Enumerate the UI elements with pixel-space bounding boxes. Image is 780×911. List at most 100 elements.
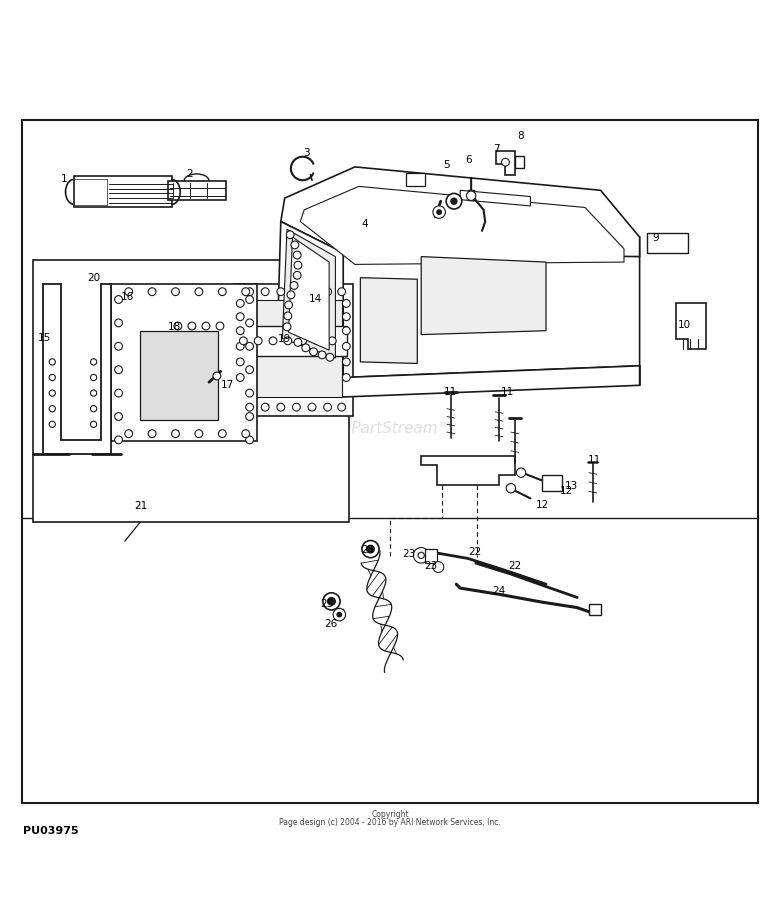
Circle shape [437, 210, 441, 214]
Text: 13: 13 [566, 481, 578, 491]
Circle shape [246, 436, 254, 444]
Circle shape [188, 322, 196, 330]
Polygon shape [406, 173, 425, 187]
Text: 20: 20 [87, 273, 100, 283]
Polygon shape [140, 331, 218, 420]
Circle shape [502, 159, 509, 166]
Text: 11: 11 [588, 456, 601, 466]
Polygon shape [277, 354, 640, 397]
Text: 14: 14 [309, 294, 321, 304]
Circle shape [213, 372, 221, 380]
Circle shape [323, 593, 340, 610]
Circle shape [342, 300, 350, 307]
Text: 5: 5 [443, 159, 449, 169]
Circle shape [115, 319, 122, 327]
Circle shape [236, 358, 244, 366]
Circle shape [269, 337, 277, 344]
Circle shape [115, 436, 122, 444]
Circle shape [284, 337, 292, 344]
Circle shape [446, 193, 462, 209]
Text: 17: 17 [222, 380, 234, 390]
Circle shape [261, 404, 269, 411]
Text: 18: 18 [168, 322, 181, 332]
Circle shape [314, 337, 321, 344]
Circle shape [246, 319, 254, 327]
Polygon shape [421, 257, 546, 334]
Circle shape [318, 351, 326, 359]
Polygon shape [111, 284, 257, 442]
Circle shape [115, 413, 122, 420]
Text: 12: 12 [560, 486, 573, 496]
Circle shape [115, 389, 122, 397]
Circle shape [342, 312, 350, 321]
Circle shape [292, 404, 300, 411]
Circle shape [236, 343, 244, 350]
Text: 15: 15 [38, 333, 51, 343]
Text: 23: 23 [402, 548, 415, 558]
Circle shape [328, 337, 336, 344]
Circle shape [328, 598, 335, 605]
Circle shape [308, 288, 316, 295]
Circle shape [337, 612, 342, 617]
Circle shape [148, 430, 156, 437]
Text: 7: 7 [494, 144, 500, 154]
Text: 25: 25 [362, 545, 374, 555]
Circle shape [293, 251, 301, 259]
Text: 26: 26 [324, 619, 337, 629]
Text: 10: 10 [678, 321, 690, 331]
Circle shape [246, 389, 254, 397]
Circle shape [261, 288, 269, 295]
Polygon shape [289, 237, 329, 350]
Circle shape [277, 288, 285, 295]
Polygon shape [168, 181, 226, 200]
Circle shape [242, 430, 250, 437]
Circle shape [246, 404, 254, 411]
Circle shape [293, 271, 301, 279]
Circle shape [299, 337, 307, 344]
Circle shape [308, 404, 316, 411]
Polygon shape [515, 156, 524, 169]
Circle shape [115, 343, 122, 350]
Circle shape [302, 344, 310, 352]
Text: 11: 11 [502, 387, 514, 397]
Bar [74, 179, 107, 205]
Circle shape [195, 430, 203, 437]
Circle shape [367, 545, 374, 553]
Circle shape [324, 288, 332, 295]
Circle shape [242, 288, 250, 295]
Circle shape [172, 430, 179, 437]
Text: 8: 8 [518, 131, 524, 141]
Circle shape [115, 366, 122, 374]
Text: 9: 9 [653, 233, 659, 243]
Polygon shape [343, 237, 640, 377]
Circle shape [292, 288, 300, 295]
Bar [234, 326, 347, 355]
Circle shape [49, 359, 55, 365]
Polygon shape [468, 190, 474, 200]
Bar [647, 233, 688, 252]
Circle shape [246, 413, 254, 420]
Text: 6: 6 [466, 155, 472, 165]
Circle shape [236, 312, 244, 321]
Circle shape [342, 358, 350, 366]
Circle shape [174, 322, 182, 330]
Circle shape [324, 404, 332, 411]
Polygon shape [421, 456, 515, 486]
Circle shape [246, 366, 254, 374]
Circle shape [286, 230, 294, 239]
Circle shape [172, 288, 179, 295]
Circle shape [277, 404, 285, 411]
Polygon shape [360, 278, 417, 363]
Circle shape [49, 390, 55, 396]
Circle shape [90, 359, 97, 365]
Circle shape [49, 421, 55, 427]
Text: Copyright: Copyright [371, 810, 409, 819]
Circle shape [90, 421, 97, 427]
Text: 1: 1 [61, 174, 67, 184]
Circle shape [202, 322, 210, 330]
Circle shape [290, 281, 298, 290]
Circle shape [90, 390, 97, 396]
Circle shape [284, 312, 292, 320]
Polygon shape [170, 319, 236, 346]
Circle shape [125, 288, 133, 295]
